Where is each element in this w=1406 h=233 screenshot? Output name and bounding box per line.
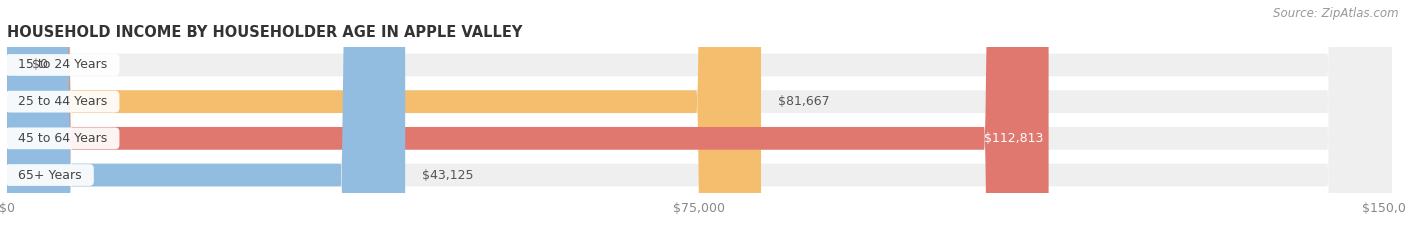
Text: $0: $0 [32, 58, 48, 72]
Text: HOUSEHOLD INCOME BY HOUSEHOLDER AGE IN APPLE VALLEY: HOUSEHOLD INCOME BY HOUSEHOLDER AGE IN A… [7, 25, 523, 40]
FancyBboxPatch shape [7, 0, 761, 233]
Text: 25 to 44 Years: 25 to 44 Years [10, 95, 115, 108]
Text: $112,813: $112,813 [984, 132, 1043, 145]
FancyBboxPatch shape [7, 0, 1392, 233]
Text: $43,125: $43,125 [422, 168, 474, 182]
FancyBboxPatch shape [7, 0, 405, 233]
Text: 65+ Years: 65+ Years [10, 168, 90, 182]
FancyBboxPatch shape [7, 0, 1392, 233]
Text: $81,667: $81,667 [778, 95, 830, 108]
Text: Source: ZipAtlas.com: Source: ZipAtlas.com [1274, 7, 1399, 20]
Text: 15 to 24 Years: 15 to 24 Years [10, 58, 115, 72]
FancyBboxPatch shape [7, 0, 1049, 233]
Text: 45 to 64 Years: 45 to 64 Years [10, 132, 115, 145]
FancyBboxPatch shape [7, 0, 1392, 233]
FancyBboxPatch shape [7, 0, 1392, 233]
